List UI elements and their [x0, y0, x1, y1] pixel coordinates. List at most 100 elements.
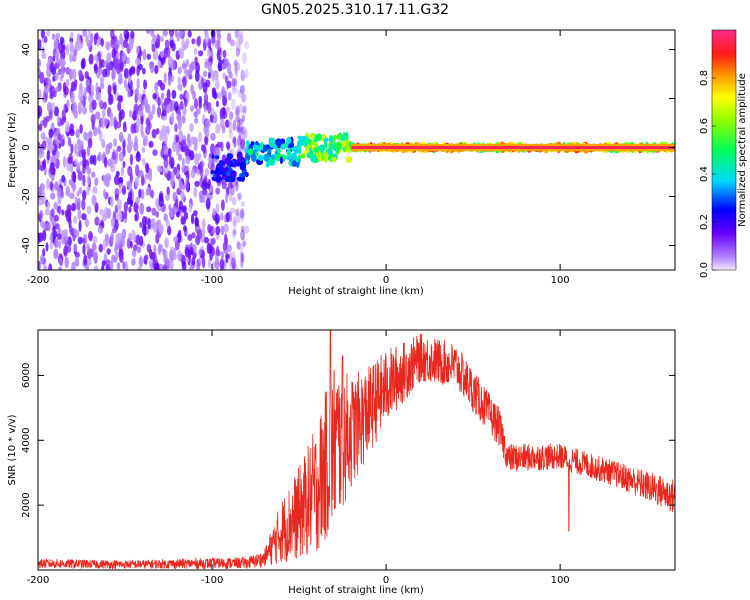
- spectral-blob: [86, 205, 92, 215]
- spectral-blob: [139, 221, 143, 228]
- spectral-blob: [119, 109, 125, 120]
- spectral-blob: [54, 72, 59, 81]
- spectral-blob: [193, 136, 197, 145]
- spectral-blob: [227, 182, 233, 190]
- spectral-blob: [38, 146, 41, 156]
- spectral-blob: [196, 169, 201, 176]
- spectral-blob: [79, 124, 83, 134]
- spectral-blob: [177, 144, 181, 153]
- spectral-blob: [167, 225, 172, 236]
- spectral-blob: [182, 60, 186, 70]
- spectral-blob: [123, 79, 127, 88]
- spectral-blob: [194, 70, 200, 82]
- spectral-blob: [234, 61, 238, 72]
- spectral-blob: [38, 89, 41, 100]
- spectral-blob: [169, 259, 174, 270]
- spectral-blob: [192, 243, 197, 251]
- spectral-blob: [47, 139, 52, 152]
- spectral-blob: [128, 74, 132, 84]
- spectral-blob: [239, 84, 245, 94]
- spectral-blob: [245, 159, 249, 165]
- spectral-blob: [234, 62, 241, 72]
- spectral-blob: [138, 105, 144, 117]
- spectral-blob: [241, 236, 246, 248]
- spectral-blob: [103, 101, 107, 110]
- spectral-blob: [74, 257, 80, 267]
- spectral-blob: [119, 254, 124, 264]
- spectral-blob: [236, 192, 241, 200]
- spectral-blob: [38, 58, 42, 68]
- spectral-blob: [204, 126, 210, 138]
- spectral-blob: [244, 40, 249, 50]
- colorbar-gradient: [711, 29, 737, 271]
- spectral-blob: [170, 75, 174, 83]
- spectral-blob: [225, 212, 230, 223]
- spectral-blob: [211, 154, 215, 159]
- spectral-blob: [73, 215, 77, 224]
- spectral-blob: [138, 170, 144, 177]
- spectral-blob: [101, 213, 107, 222]
- spectral-blob: [243, 129, 248, 139]
- spectral-blob: [189, 150, 195, 161]
- spectral-blob: [231, 77, 235, 84]
- spectral-blob: [42, 229, 47, 242]
- chart-title: GN05.2025.310.17.11.G32: [260, 2, 450, 18]
- spectral-blob: [232, 228, 237, 236]
- spectral-blob: [115, 250, 119, 261]
- spectral-blob: [158, 196, 164, 207]
- spectral-blob: [185, 38, 190, 46]
- spectral-blob: [161, 124, 167, 137]
- spectral-blob: [177, 83, 183, 91]
- spectral-blob: [133, 142, 139, 152]
- spectral-blob: [170, 171, 175, 179]
- spectral-blob: [40, 132, 46, 140]
- spectral-blob: [207, 71, 211, 79]
- spectral-blob: [114, 119, 118, 130]
- spectral-blob: [67, 208, 72, 220]
- spectral-blob: [41, 140, 47, 150]
- snr-panel: -200 -100 0 100 2000 4000 6000 Height of stra…: [7, 329, 676, 596]
- spectral-blob: [46, 150, 51, 161]
- snr-series-line: [38, 330, 675, 570]
- spectral-blob: [84, 71, 89, 79]
- spectral-blob: [240, 252, 245, 263]
- spectral-blob: [191, 38, 196, 45]
- spectral-blob: [212, 227, 217, 235]
- spectral-blob: [111, 151, 117, 161]
- spectral-blob: [138, 256, 144, 268]
- spectral-blob: [189, 123, 194, 132]
- spectral-blob: [227, 180, 233, 189]
- spectral-blob: [178, 200, 183, 210]
- spectral-blob: [115, 233, 121, 242]
- spectral-blob: [234, 77, 238, 88]
- spectral-blob: [269, 137, 276, 144]
- spectral-blob: [341, 140, 346, 148]
- spectral-blob: [56, 186, 62, 199]
- spectral-blob: [207, 101, 212, 114]
- spectral-blob: [130, 123, 136, 134]
- spectral-blob: [240, 256, 244, 268]
- spectral-blob: [138, 188, 142, 199]
- spectral-blob: [236, 176, 244, 182]
- spectral-blob: [139, 202, 145, 215]
- spectral-blob: [148, 114, 154, 121]
- spectral-blob: [241, 92, 247, 103]
- spectral-blob: [183, 211, 189, 220]
- spectral-blob: [105, 41, 110, 50]
- spectral-blob: [72, 101, 78, 114]
- spectral-blob: [154, 64, 159, 75]
- spectral-blob: [150, 61, 154, 74]
- spectral-blob: [221, 180, 227, 190]
- spectral-blob: [94, 63, 98, 74]
- spectral-blob: [68, 217, 72, 229]
- spectral-blob: [215, 166, 220, 175]
- spectral-blob: [93, 154, 97, 166]
- spectral-blob: [329, 135, 334, 141]
- spectral-blob: [240, 210, 245, 223]
- spectral-blob: [56, 114, 60, 124]
- spectral-blob: [74, 143, 78, 155]
- spectral-blob: [46, 221, 51, 232]
- spectral-blob: [146, 53, 151, 60]
- spectral-blob: [225, 119, 230, 128]
- spectral-blob: [91, 194, 97, 206]
